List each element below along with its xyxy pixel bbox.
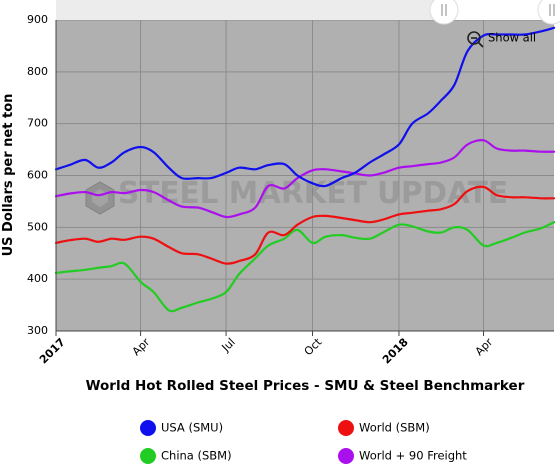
y-tick-label: 700 xyxy=(27,117,48,130)
navigator-selection[interactable] xyxy=(444,0,554,20)
y-tick-label: 400 xyxy=(27,272,48,285)
x-tick-label: 2018 xyxy=(380,336,411,367)
series-line-world-90-freight[interactable] xyxy=(54,139,556,219)
series-line-usa-smu[interactable] xyxy=(54,26,556,188)
y-tick-label: 300 xyxy=(27,324,48,337)
series-line-world-sbm[interactable] xyxy=(54,185,556,265)
x-tick-labels: 2017 Apr Jul Oct 2018 Apr xyxy=(37,331,496,366)
x-tick-label: Apr xyxy=(130,335,153,358)
legend-label: USA (SMU) xyxy=(161,421,223,435)
x-tick-label: Oct xyxy=(302,335,325,358)
series-line-china-sbm[interactable] xyxy=(54,221,556,313)
legend-label: China (SBM) xyxy=(161,449,232,463)
y-tick-labels: 300 400 500 600 700 800 900 xyxy=(27,13,48,337)
zoom-out-icon-handle xyxy=(477,41,484,48)
legend-label: World (SBM) xyxy=(359,421,430,435)
y-tick-label: 900 xyxy=(27,13,48,26)
y-axis-title: US Dollars per net ton xyxy=(1,94,16,257)
zoom-out-icon xyxy=(467,31,481,45)
x-tick-label: 2017 xyxy=(37,336,68,367)
y-tick-label: 500 xyxy=(27,220,48,233)
x-tick-label: Apr xyxy=(473,335,496,358)
navigator-strip xyxy=(56,0,554,20)
legend: USA (SMU) World (SBM) China (SBM) World + 9… xyxy=(140,420,467,464)
grid xyxy=(56,19,554,331)
legend-marker xyxy=(338,420,354,436)
show-all-button[interactable]: Show all xyxy=(467,31,536,48)
legend-label: World + 90 Freight xyxy=(359,449,467,463)
legend-item-world-90-freight[interactable]: World + 90 Freight xyxy=(338,448,467,464)
x-tick-label: Jul xyxy=(219,336,238,355)
navigator-handle-left[interactable] xyxy=(429,0,459,25)
legend-marker xyxy=(140,448,156,464)
chart-title: World Hot Rolled Steel Prices - SMU & St… xyxy=(86,378,525,394)
legend-item-usa-smu[interactable]: USA (SMU) xyxy=(140,420,223,436)
navigator-handle-right[interactable] xyxy=(537,0,560,25)
legend-marker xyxy=(338,448,354,464)
watermark-text: STEEL MARKET UPDATE xyxy=(118,176,508,211)
y-tick-label: 800 xyxy=(27,65,48,78)
show-all-label: Show all xyxy=(488,31,536,45)
y-tick-label: 600 xyxy=(27,169,48,182)
legend-marker xyxy=(140,420,156,436)
series-layer xyxy=(54,26,556,313)
legend-item-world-sbm[interactable]: World (SBM) xyxy=(338,420,430,436)
legend-item-china-sbm[interactable]: China (SBM) xyxy=(140,448,232,464)
